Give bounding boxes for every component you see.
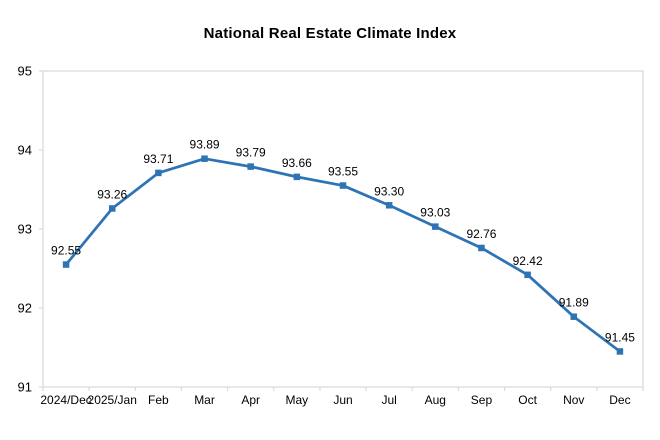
y-axis-label: 95	[18, 64, 32, 79]
data-point-marker	[339, 182, 347, 189]
x-axis-label: Nov	[563, 393, 584, 407]
x-axis-label: 2025/Jan	[88, 393, 137, 407]
y-axis-label: 93	[18, 222, 32, 237]
x-axis-label: Feb	[148, 393, 169, 407]
data-point-marker	[247, 163, 254, 170]
x-axis-label: Mar	[194, 393, 215, 407]
data-point-marker	[478, 244, 485, 252]
plot-border	[42, 70, 644, 388]
data-point-marker	[385, 202, 393, 209]
y-axis-label: 91	[18, 380, 32, 395]
data-label: 92.76	[466, 227, 496, 241]
data-label: 93.55	[328, 165, 358, 179]
x-axis-label: Sep	[471, 393, 493, 407]
data-point-marker	[201, 155, 208, 162]
data-point-marker	[432, 223, 439, 230]
data-label: 93.79	[236, 146, 266, 160]
x-axis-label: May	[286, 393, 309, 407]
x-axis-label: Dec	[609, 393, 630, 407]
x-axis-label: Jun	[333, 393, 352, 407]
data-label: 92.42	[513, 254, 543, 268]
data-label: 91.45	[605, 330, 635, 344]
data-label: 91.89	[559, 296, 589, 310]
data-label: 93.66	[282, 156, 312, 170]
y-axis-label: 94	[18, 143, 32, 158]
x-axis-label: Apr	[241, 393, 260, 407]
data-label: 93.71	[143, 152, 173, 166]
x-axis-label: Aug	[425, 393, 446, 407]
data-label: 93.89	[190, 138, 220, 152]
x-axis-label: 2024/Dec	[40, 393, 91, 407]
x-axis-label: Oct	[518, 393, 537, 407]
chart-title: National Real Estate Climate Index	[203, 25, 457, 42]
data-label: 93.26	[97, 187, 127, 201]
data-point-marker	[293, 173, 301, 181]
data-point-marker	[108, 205, 116, 212]
data-point-marker	[62, 261, 70, 268]
data-label: 93.30	[374, 184, 404, 198]
data-label: 92.55	[51, 244, 81, 258]
data-point-marker	[616, 348, 624, 355]
data-point-marker	[524, 271, 531, 279]
data-label: 93.03	[420, 206, 450, 220]
x-axis-label: Jul	[381, 393, 396, 407]
y-axis-label: 92	[18, 301, 32, 316]
data-point-marker	[155, 169, 162, 177]
data-point-marker	[570, 313, 578, 320]
